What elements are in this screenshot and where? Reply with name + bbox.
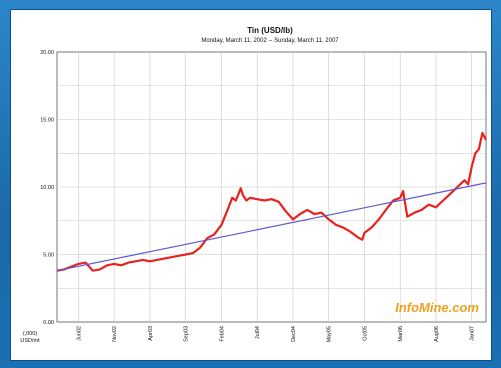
y-tick-label: 20.00 (40, 50, 54, 56)
x-tick-label: Dec04 (291, 326, 297, 342)
x-tick-label: Jul04 (255, 326, 261, 339)
x-axis-ticks: Jun02 Nov02 Apr03 Sep03 Feb04 Jul04 Dec04 May05… (76, 326, 475, 343)
trend-line (56, 182, 487, 272)
x-tick-label: Jun02 (76, 326, 82, 341)
x-tick-label: Nov02 (112, 326, 118, 342)
series-layer (56, 131, 487, 272)
watermark-logo: InfoMine.com (395, 300, 479, 315)
chart-subtitle: Monday, March 11, 2002 -- Sunday, March … (201, 38, 339, 44)
x-tick-label: May05 (327, 326, 333, 343)
x-tick-label: Aug06 (434, 326, 440, 342)
y-tick-label: 5.00 (43, 253, 54, 259)
x-tick-label: Apr03 (148, 326, 154, 341)
x-tick-label: Sep03 (184, 326, 190, 342)
y-axis-label-line1: (,000) (23, 331, 38, 337)
y-tick-label: 15.00 (40, 118, 54, 124)
x-tick-label: Oct05 (362, 326, 368, 341)
x-tick-label: Mar06 (398, 326, 404, 342)
grid (56, 51, 487, 323)
x-tick-label: Jan07 (470, 326, 476, 341)
y-axis-label-line2: USD/mt (20, 338, 40, 344)
price-series-line (56, 131, 487, 272)
x-tick-label: Feb04 (219, 326, 225, 342)
chart-card (10, 9, 492, 361)
y-axis-ticks: 20.00 15.00 10.00 5.00 0.00 (40, 50, 54, 326)
chart-title: Tin (USD/lb) (247, 26, 293, 35)
y-tick-label: 0.00 (43, 320, 54, 326)
y-tick-label: 10.00 (40, 185, 54, 191)
